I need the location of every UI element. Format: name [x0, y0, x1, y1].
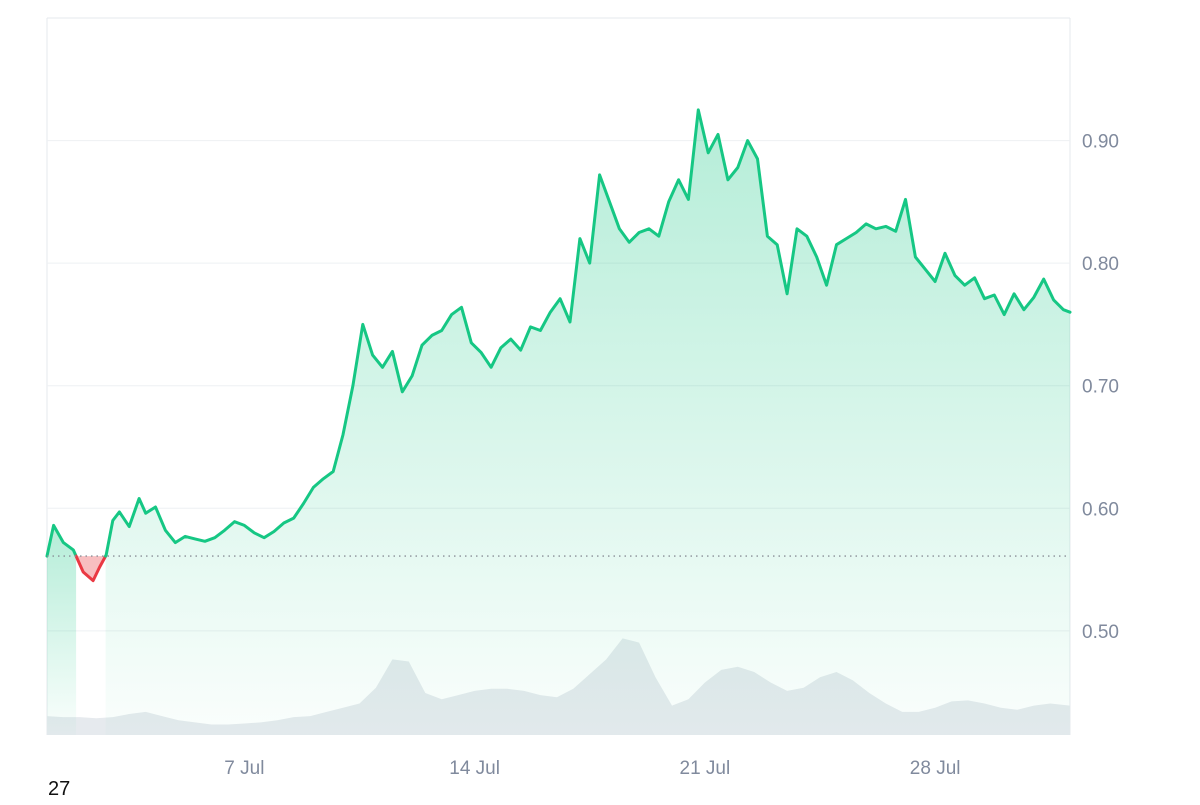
x-tick-label: 28 Jul [910, 758, 961, 779]
x-tick-label: 7 Jul [224, 758, 264, 779]
y-tick-label: 0.60 [1082, 499, 1119, 520]
y-tick-label: 0.80 [1082, 254, 1119, 275]
x-axis-labels: 7 Jul 14 Jul 21 Jul 28 Jul [224, 758, 960, 779]
price-line [45, 108, 1072, 583]
y-axis-labels: 0.50 0.60 0.70 0.80 0.90 [1082, 132, 1119, 643]
price-line-down [74, 554, 108, 583]
footer-label: 27 [48, 778, 71, 800]
price-area-up [105, 109, 1071, 735]
y-tick-label: 0.90 [1082, 132, 1119, 153]
x-tick-label: 21 Jul [680, 758, 731, 779]
x-tick-label: 14 Jul [449, 758, 500, 779]
price-area-up [47, 525, 77, 735]
price-area-fill [47, 109, 1071, 735]
price-line-up [45, 523, 78, 558]
price-line-up [104, 108, 1072, 558]
price-area-down [76, 556, 106, 581]
y-tick-label: 0.70 [1082, 377, 1119, 398]
y-tick-label: 0.50 [1082, 622, 1119, 643]
